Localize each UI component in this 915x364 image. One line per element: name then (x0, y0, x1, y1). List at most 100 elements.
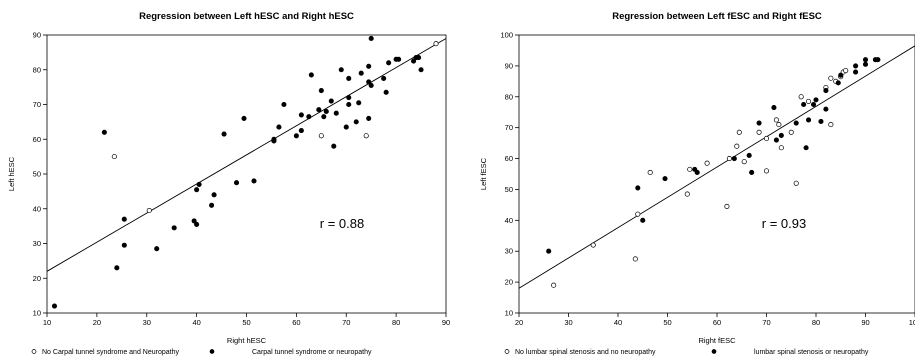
regression-line (47, 38, 446, 272)
data-point-filled (746, 152, 752, 159)
data-point-filled (853, 69, 859, 75)
legend-label: No lumbar spinal stenosis and no neuropa… (515, 349, 656, 356)
data-point-filled (875, 57, 881, 63)
data-point-open (687, 166, 693, 172)
data-point-filled (346, 75, 352, 81)
x-tick-label: 30 (143, 318, 151, 327)
x-tick-label: 60 (713, 318, 721, 327)
data-point-filled (308, 72, 314, 78)
y-tick-label: 10 (505, 309, 513, 318)
data-point-open (318, 133, 324, 139)
plot-frame (46, 34, 447, 314)
data-point-open (363, 133, 369, 139)
x-tick-label: 40 (614, 318, 622, 327)
data-point-filled (356, 100, 362, 106)
data-point-open (551, 282, 557, 288)
data-point-open (146, 207, 152, 214)
data-point-filled (121, 216, 127, 222)
data-point-filled (366, 115, 372, 121)
data-point-open (632, 256, 638, 262)
data-point-filled (368, 35, 374, 42)
x-tick-label: 90 (442, 318, 450, 327)
data-point-filled (411, 58, 417, 64)
y-tick-label: 80 (505, 92, 513, 101)
x-tick-label: 20 (515, 318, 523, 327)
legend-marker-open (31, 349, 37, 354)
data-point-filled (810, 101, 817, 108)
data-point-open (111, 154, 117, 160)
data-point-filled (731, 156, 737, 162)
legend-label: lumbar spinal stenosis or neuropathy (754, 349, 869, 356)
data-point-filled (366, 63, 372, 69)
legend-label: No Carpal tunnel syndrome and Neuropathy (42, 349, 179, 356)
data-point-open (763, 135, 770, 142)
data-point-filled (381, 75, 387, 81)
data-point-filled (338, 67, 344, 73)
data-point-filled (281, 101, 287, 108)
data-point-filled (773, 137, 779, 143)
data-point-open (590, 242, 596, 248)
chart-title: Regression between Left hESC and Right h… (139, 11, 354, 22)
data-point-open (635, 211, 641, 217)
data-point-filled (823, 106, 829, 112)
data-point-filled (241, 115, 247, 121)
data-point-filled (386, 60, 392, 66)
data-point-filled (694, 169, 700, 176)
data-point-open (647, 169, 653, 176)
data-point-filled (818, 118, 824, 125)
data-point-open (684, 191, 690, 197)
data-point-filled (276, 124, 282, 130)
data-point-filled (191, 218, 197, 224)
plot-area (519, 45, 915, 289)
x-tick-label: 50 (663, 318, 671, 327)
data-point-filled (416, 55, 422, 61)
data-point-filled (328, 98, 334, 104)
x-tick-label: 50 (242, 318, 250, 327)
data-point-filled (546, 248, 552, 254)
data-point-filled (323, 108, 329, 115)
data-point-filled (835, 80, 841, 86)
y-tick-label: 90 (33, 31, 41, 40)
y-tick-label: 10 (33, 309, 41, 318)
x-tick-label: 90 (861, 318, 869, 327)
data-point-filled (271, 136, 277, 142)
y-tick-label: 60 (33, 135, 41, 144)
data-point-open (828, 75, 834, 81)
data-point-filled (662, 176, 668, 182)
data-point-filled (114, 265, 120, 271)
data-point-filled (233, 180, 240, 186)
y-axis-label: Left hESC (7, 156, 16, 191)
data-point-filled (806, 117, 812, 123)
plot-frame (518, 34, 915, 314)
data-point-filled (778, 132, 784, 138)
data-point-open (736, 129, 742, 135)
data-point-open (828, 122, 834, 128)
data-point-filled (366, 79, 372, 85)
data-point-filled (813, 97, 819, 103)
data-point-open (433, 41, 439, 47)
y-tick-label: 40 (33, 204, 41, 213)
data-point-filled (353, 119, 359, 125)
y-tick-label: 20 (33, 274, 41, 283)
chart-panel-hesc: Regression between Left hESC and Right h… (7, 11, 450, 356)
legend-marker-filled (209, 349, 215, 354)
data-point-open (798, 94, 804, 100)
data-point-filled (801, 101, 807, 108)
data-point-filled (838, 72, 844, 78)
data-point-filled (803, 145, 809, 151)
x-tick-label: 100 (909, 318, 915, 327)
x-tick-label: 60 (292, 318, 300, 327)
data-point-filled (293, 133, 299, 139)
data-point-filled (635, 185, 641, 191)
data-point-filled (771, 105, 777, 111)
data-point-filled (154, 246, 160, 252)
y-tick-label: 40 (505, 216, 513, 225)
data-point-open (726, 156, 732, 162)
data-point-filled (343, 124, 349, 130)
legend-marker-filled (711, 349, 717, 354)
chart-title: Regression between Left fESC and Right f… (612, 11, 822, 22)
data-point-open (793, 180, 799, 186)
data-point-filled (333, 110, 339, 116)
data-point-filled (209, 202, 215, 208)
